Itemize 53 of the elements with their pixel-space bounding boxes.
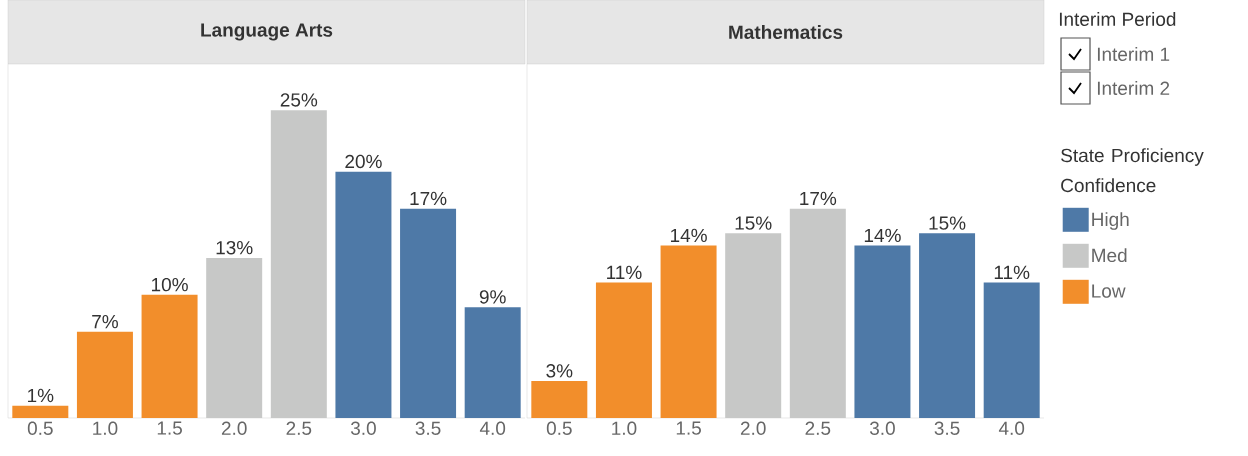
- legend-label: High: [1092, 212, 1129, 230]
- x-tick-label: 4.0: [998, 421, 1025, 435]
- bar: [76, 331, 133, 418]
- legend-label: Low: [1092, 284, 1126, 298]
- data-label: 15%: [735, 216, 772, 230]
- x-tick-label: 1.5: [157, 421, 182, 435]
- x-tick-label: 3.5: [934, 421, 960, 435]
- data-label: 13%: [216, 240, 253, 255]
- data-label: 20%: [345, 154, 382, 169]
- x-tick-label: 3.0: [869, 421, 895, 435]
- x-tick-label: 3.5: [415, 421, 441, 435]
- text: Interim Period: [1059, 12, 1176, 26]
- data-label: 14%: [864, 228, 901, 243]
- x-tick-label: 1.5: [676, 421, 701, 435]
- x-tick-label: 2.5: [805, 421, 831, 435]
- x-tick-label: 2.0: [740, 421, 766, 435]
- x-tick-label: 0.5: [546, 421, 572, 435]
- x-tick-label: 1.0: [93, 421, 118, 435]
- data-label: 15%: [929, 216, 966, 230]
- x-tick-label: 2.0: [221, 421, 247, 435]
- text: Interim 2: [1097, 81, 1170, 95]
- bar: [660, 245, 717, 418]
- bar: [12, 405, 69, 418]
- legend-title: State Proficiency Confidence: [1061, 148, 1204, 193]
- bar: [400, 208, 457, 418]
- bar: [919, 233, 976, 418]
- data-label: 17%: [800, 191, 837, 206]
- data-label: 7%: [92, 314, 118, 329]
- data-label: 14%: [671, 228, 707, 243]
- x-tick-label: 0.5: [27, 421, 53, 435]
- x-tick-label: 1.0: [612, 421, 637, 435]
- bar: [335, 171, 392, 418]
- data-label: 25%: [280, 93, 318, 107]
- data-label: 3%: [546, 364, 573, 378]
- x-tick-label: 3.0: [350, 421, 376, 435]
- bar: [531, 381, 588, 418]
- bar: [141, 294, 198, 418]
- data-label: 17%: [410, 191, 447, 206]
- x-tick-label: 4.0: [479, 421, 506, 435]
- x-tick-label: 2.5: [286, 421, 312, 435]
- bar: [464, 307, 521, 418]
- chart-title: Language Arts: [201, 23, 333, 41]
- bar: [595, 282, 652, 418]
- data-label: 10%: [151, 277, 188, 292]
- data-label: 9%: [479, 290, 506, 304]
- bar: [983, 282, 1040, 418]
- bar: [854, 245, 911, 418]
- text: Interim 1: [1097, 47, 1170, 61]
- legend-label: Med: [1092, 248, 1127, 263]
- data-label: 1%: [28, 388, 54, 403]
- chart-title: Mathematics: [729, 25, 843, 39]
- data-label: 11%: [607, 265, 642, 280]
- data-label: 11%: [994, 265, 1030, 280]
